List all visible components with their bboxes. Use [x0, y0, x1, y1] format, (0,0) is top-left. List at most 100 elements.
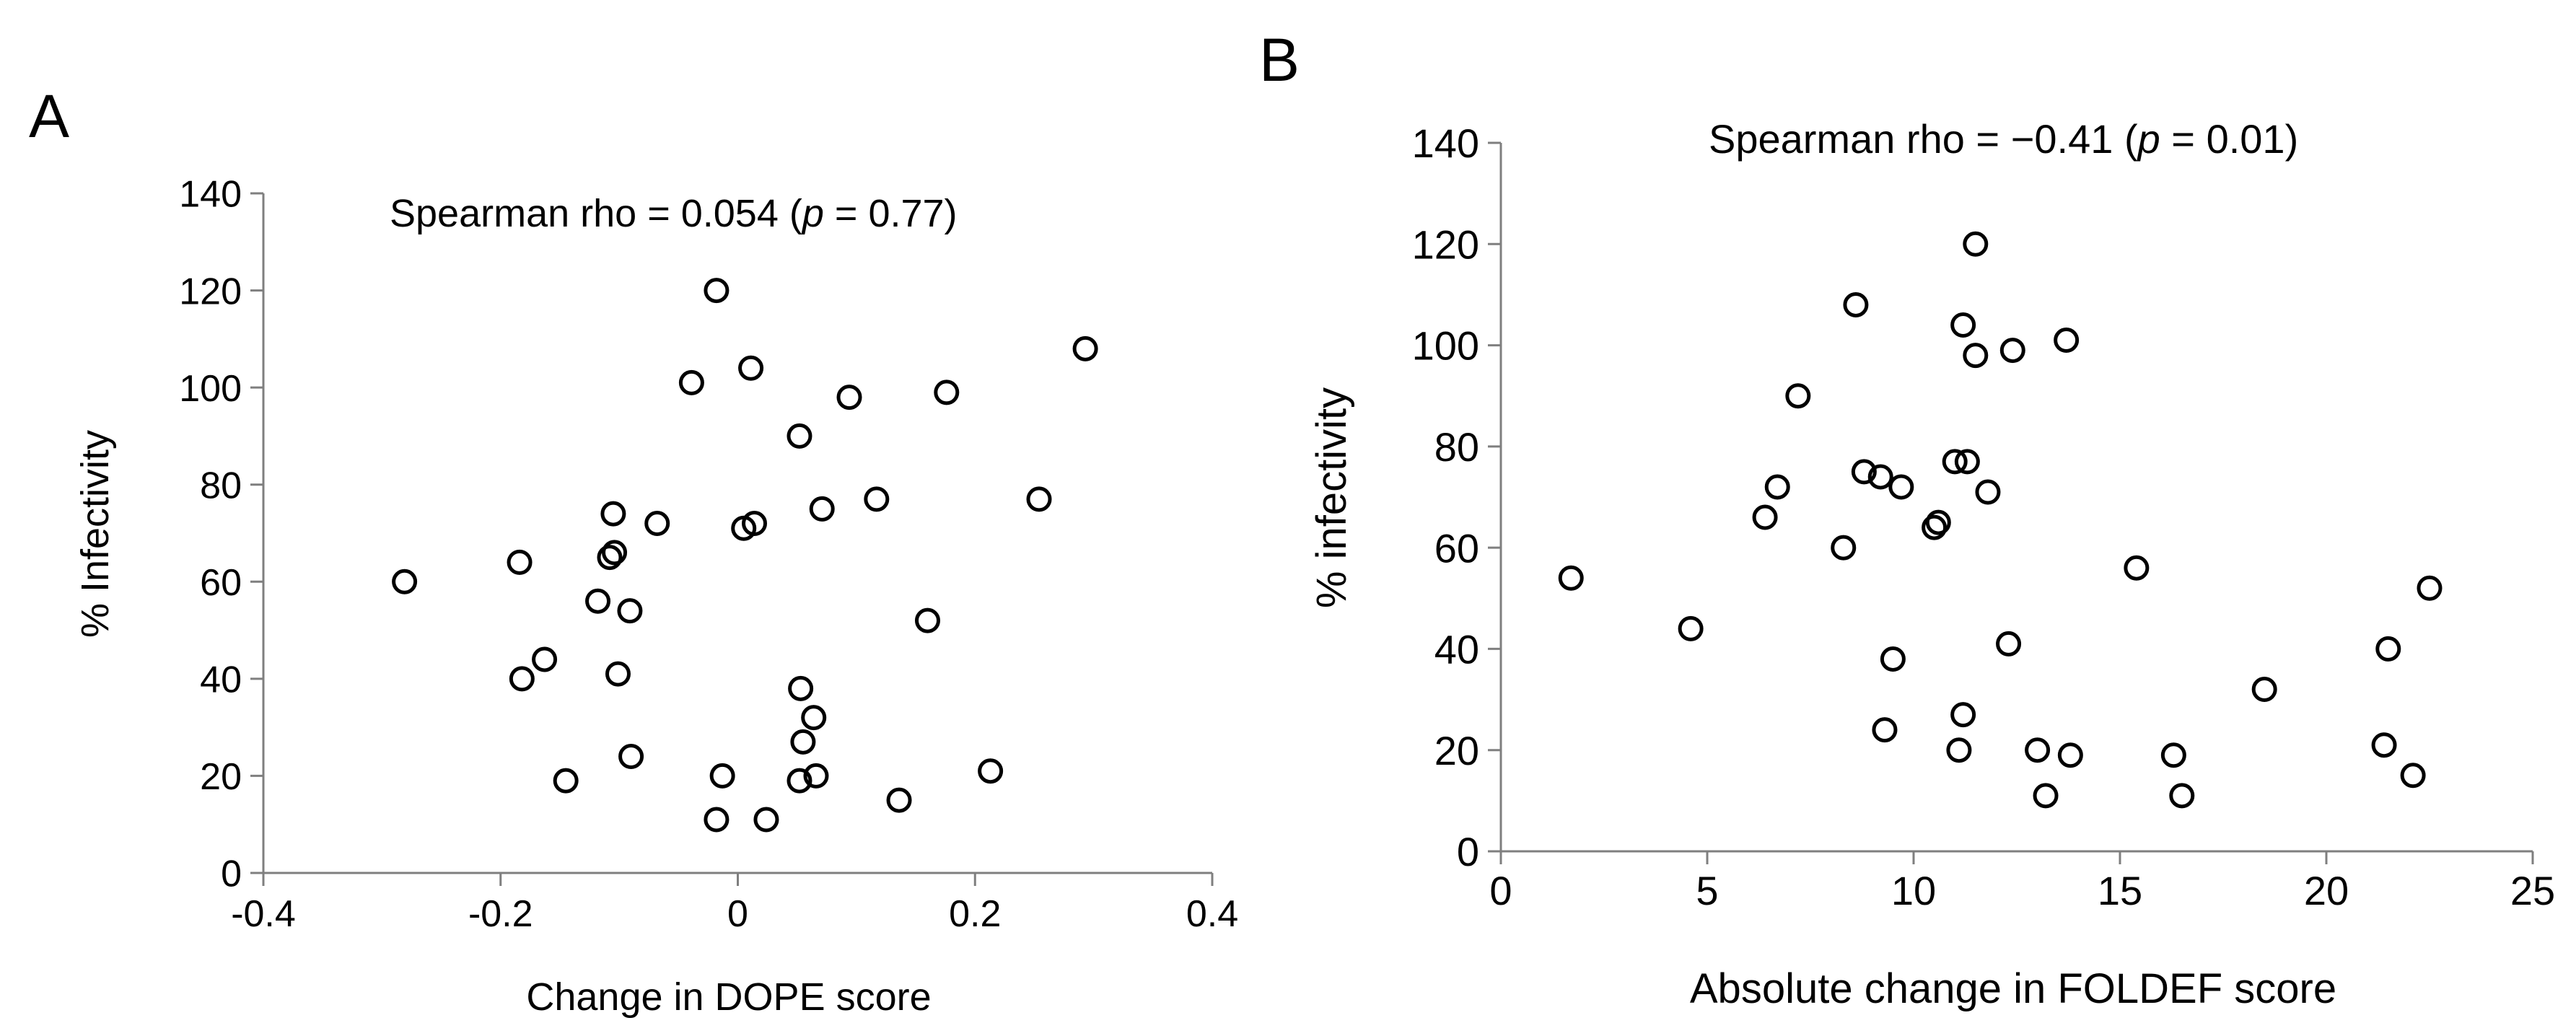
data-point	[509, 666, 535, 692]
data-point	[1752, 504, 1778, 530]
annotation-prefix: Spearman rho = −0.41 (	[1709, 116, 2138, 162]
data-point	[2124, 555, 2150, 581]
data-point	[809, 496, 835, 522]
data-point	[553, 768, 579, 794]
data-point	[392, 569, 418, 594]
data-point	[1963, 231, 1989, 257]
data-point	[738, 355, 764, 381]
annotation-p-symbol: p	[801, 192, 824, 235]
y-tick-label: 100	[1412, 323, 1479, 369]
y-tick-label: 120	[179, 271, 242, 312]
data-point	[836, 385, 862, 411]
y-tick-label: 60	[1434, 525, 1479, 571]
data-point	[1843, 291, 1869, 317]
data-point	[1963, 343, 1989, 369]
data-point	[644, 511, 670, 537]
y-tick-label: 40	[200, 659, 242, 701]
x-tick-label: 25	[2510, 868, 2555, 913]
y-axis-label: % infectivity	[1308, 387, 1355, 608]
x-tick-label: 10	[1891, 868, 1936, 913]
annotation-p-symbol: p	[2137, 116, 2160, 162]
data-point	[2371, 732, 2397, 758]
y-tick-label: 20	[1434, 728, 1479, 773]
x-tick-label: 5	[1696, 868, 1718, 913]
y-tick-label: 40	[1434, 627, 1479, 672]
data-point	[915, 607, 940, 633]
data-point	[1942, 449, 1968, 475]
data-point	[1950, 312, 1976, 338]
data-point	[1558, 565, 1584, 591]
y-tick-label: 140	[1412, 120, 1479, 166]
data-point	[978, 758, 1004, 784]
data-point	[864, 486, 890, 512]
data-point	[618, 744, 644, 770]
data-point	[1851, 459, 1877, 485]
panel-label: A	[29, 82, 69, 150]
data-point	[1946, 737, 1972, 763]
data-point	[886, 787, 912, 813]
x-tick-label: 0	[727, 893, 748, 935]
data-point	[600, 501, 626, 527]
data-point	[787, 768, 812, 794]
x-tick-label: 0	[1489, 868, 1512, 913]
annotation-suffix: = 0.01)	[2160, 116, 2298, 162]
data-point	[1831, 535, 1857, 561]
data-point	[602, 540, 628, 566]
data-point	[1975, 479, 2001, 505]
data-point	[1872, 717, 1898, 743]
data-point	[1867, 464, 1893, 490]
data-point	[1954, 449, 1980, 475]
y-tick-label: 60	[200, 562, 242, 604]
data-point	[678, 369, 704, 395]
data-point	[1678, 615, 1704, 641]
y-tick-label: 100	[179, 368, 242, 410]
data-point	[801, 705, 827, 731]
data-point	[709, 763, 735, 789]
data-point	[617, 598, 643, 624]
x-axis-label: Change in DOPE score	[526, 975, 931, 1019]
data-point	[787, 423, 812, 449]
data-point	[1925, 509, 1951, 535]
y-tick-label: 140	[179, 174, 242, 216]
data-point	[597, 545, 623, 571]
correlation-annotation: Spearman rho = −0.41 (p = 0.01)	[1709, 116, 2298, 162]
data-point	[934, 379, 960, 405]
y-tick-label: 20	[200, 756, 242, 798]
x-tick-label: -0.4	[231, 893, 296, 935]
data-point	[2025, 737, 2051, 763]
data-point	[742, 511, 768, 537]
panel-b: 0 5 10 15 20 25 0 20 40 60 80 100 120 140 Absolute cha…	[1259, 26, 2555, 1012]
data-point	[790, 729, 816, 755]
data-point	[1072, 335, 1098, 361]
data-point	[704, 278, 730, 304]
panel-a: -0.4 -0.2 0 0.2 0.4 0 20 40 60 80 100 120 140 Change …	[29, 82, 1238, 1019]
data-point	[788, 675, 814, 701]
y-tick-label: 80	[1434, 424, 1479, 470]
x-tick-label: 20	[2304, 868, 2349, 913]
data-point	[2033, 783, 2059, 809]
y-tick-label: 0	[221, 853, 242, 895]
data-point	[1026, 486, 1052, 512]
data-point	[2054, 328, 2080, 354]
data-point	[1785, 383, 1811, 409]
panel-label: B	[1259, 26, 1300, 94]
annotation-prefix: Spearman rho = 0.054 (	[390, 192, 802, 235]
data-point	[803, 763, 829, 789]
x-tick-label: 0.2	[949, 893, 1001, 935]
data-point	[507, 549, 533, 575]
data-point	[2160, 742, 2186, 768]
y-tick-label: 0	[1457, 829, 1479, 874]
annotation-suffix: = 0.77)	[824, 192, 958, 235]
data-point	[1996, 631, 2022, 657]
data-point	[1764, 474, 1790, 500]
correlation-annotation: Spearman rho = 0.054 (p = 0.77)	[390, 192, 958, 235]
data-point	[2417, 575, 2443, 601]
data-point	[2057, 742, 2083, 768]
data-point	[585, 588, 611, 614]
data-point	[753, 807, 779, 833]
data-point	[1888, 474, 1914, 500]
data-point	[2400, 763, 2426, 789]
data-point	[532, 646, 558, 672]
y-tick-label: 80	[200, 465, 242, 506]
data-point	[1922, 514, 1948, 540]
